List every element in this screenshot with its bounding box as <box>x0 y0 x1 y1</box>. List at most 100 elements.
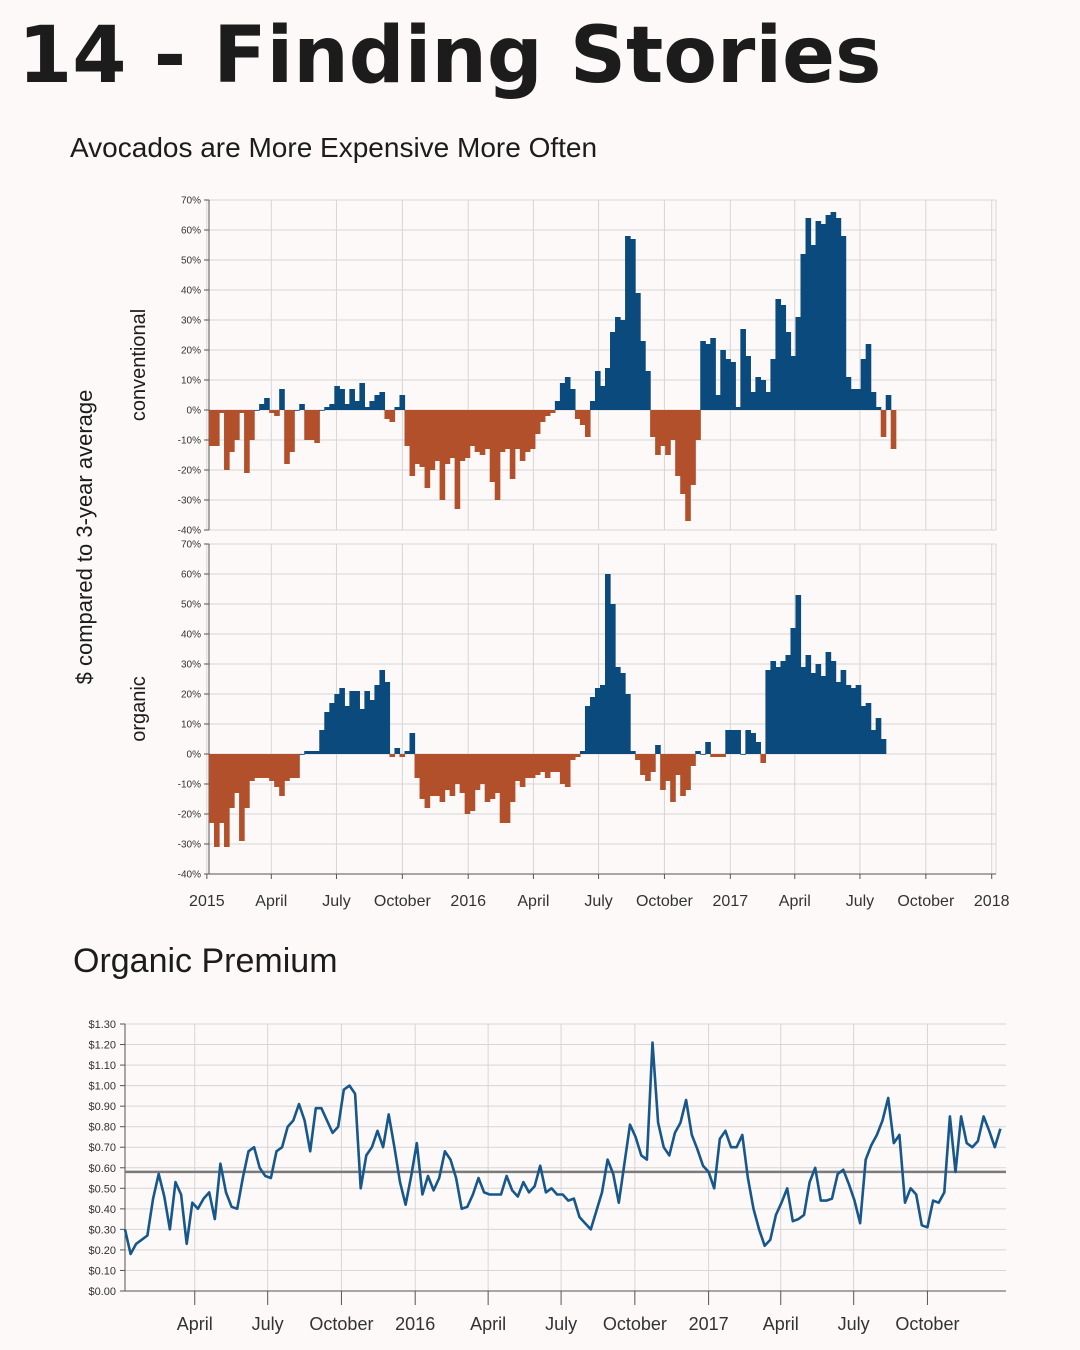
y-tick-label: $1.10 <box>88 1060 116 1072</box>
bar <box>464 410 471 458</box>
bar <box>745 356 751 410</box>
bar <box>239 754 245 841</box>
bar <box>429 410 436 470</box>
premium-line <box>123 1041 1002 1256</box>
bar <box>584 410 591 437</box>
bar <box>665 754 671 781</box>
bar <box>419 410 426 467</box>
bar <box>429 754 436 796</box>
bar <box>845 377 852 410</box>
bar <box>519 410 526 461</box>
bar <box>840 236 847 410</box>
bar <box>710 754 716 757</box>
bar <box>559 754 566 784</box>
bar <box>334 694 340 754</box>
bar <box>364 407 370 410</box>
bar <box>464 754 471 814</box>
y-tick-label: $0.40 <box>88 1204 116 1216</box>
bar <box>229 410 235 452</box>
bar <box>214 410 220 446</box>
bar <box>399 395 406 410</box>
bar <box>790 356 797 410</box>
bar <box>224 754 230 847</box>
y-axis-label: $ compared to 3-year average <box>72 390 97 685</box>
bar <box>319 730 325 754</box>
bar <box>529 754 536 778</box>
bar <box>780 661 787 754</box>
y-tick-label: -30% <box>178 840 201 851</box>
bar <box>790 628 797 754</box>
bar <box>755 742 761 754</box>
x-tick-label: July <box>584 893 612 910</box>
bar <box>880 739 887 754</box>
bar <box>770 359 777 410</box>
bar <box>860 706 867 754</box>
y-tick-label: 50% <box>181 600 201 611</box>
bar <box>620 673 626 754</box>
bar <box>640 341 646 410</box>
x-tick-label: 2015 <box>189 893 225 910</box>
bar <box>259 754 265 778</box>
bar <box>599 685 606 754</box>
y-tick-label: $0.80 <box>88 1122 116 1134</box>
bar <box>780 305 787 410</box>
bar <box>509 410 516 479</box>
y-tick-label: 40% <box>181 286 201 297</box>
bar <box>630 239 636 410</box>
bar <box>610 604 616 754</box>
bar <box>314 751 320 754</box>
bar <box>845 685 852 754</box>
bar <box>354 401 360 410</box>
bar <box>309 751 315 754</box>
bar <box>890 410 897 449</box>
bar <box>870 392 877 410</box>
x-axis: 2015 April July October 2016 April July October… <box>189 873 1010 910</box>
bar <box>810 673 817 754</box>
bar <box>574 754 581 757</box>
y-tick-label: $0.70 <box>88 1142 116 1154</box>
bar <box>449 410 456 458</box>
y-tick-label: $1.00 <box>88 1081 116 1093</box>
bar <box>720 350 726 410</box>
bar <box>610 332 616 410</box>
bar <box>419 754 426 799</box>
bar <box>504 410 511 449</box>
x-tick-label: 2018 <box>974 893 1010 910</box>
bar <box>860 359 867 410</box>
bar <box>374 395 381 410</box>
y-tick-label: 30% <box>181 316 201 327</box>
bar <box>690 754 696 766</box>
bar <box>219 754 225 823</box>
bar <box>594 371 601 410</box>
bar <box>294 754 300 778</box>
bar <box>690 410 696 485</box>
bar <box>625 694 631 754</box>
bar <box>640 754 646 775</box>
bar <box>444 754 451 790</box>
bar <box>224 410 230 470</box>
bar <box>735 407 741 410</box>
bar <box>469 410 476 446</box>
bar <box>650 754 656 772</box>
bar <box>269 754 275 781</box>
bar <box>840 670 847 754</box>
bar <box>254 754 260 778</box>
bar <box>740 329 746 410</box>
chart-title: Organic Premium <box>73 942 338 980</box>
y-tick-label: -40% <box>178 870 201 881</box>
bar <box>484 410 491 449</box>
bar <box>875 407 882 410</box>
bar <box>775 299 782 410</box>
bar <box>534 754 541 775</box>
x-tick-label: April <box>779 893 811 910</box>
bar <box>544 410 551 416</box>
bar <box>735 730 741 754</box>
bar <box>234 410 240 440</box>
bar <box>680 754 686 796</box>
y-tick-label: $1.20 <box>88 1040 116 1052</box>
bar <box>820 224 827 410</box>
bar <box>655 410 661 455</box>
x-tick-label: October <box>603 1314 667 1334</box>
x-tick-label: July <box>838 1314 870 1334</box>
